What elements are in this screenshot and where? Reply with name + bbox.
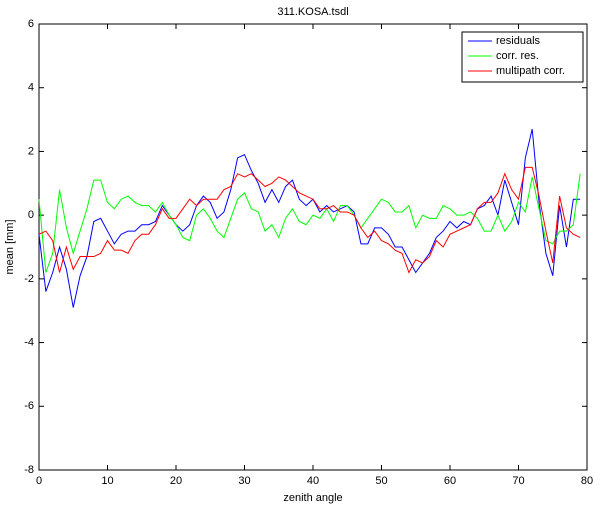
legend-label: corr. res.	[496, 50, 539, 62]
legend-label: multipath corr.	[496, 65, 565, 77]
x-tick-label: 70	[512, 475, 524, 487]
chart-title: 311.KOSA.tsdl	[277, 6, 348, 18]
series-line	[38, 166, 581, 274]
y-tick-label: 2	[28, 145, 34, 157]
y-tick-label: 4	[28, 82, 34, 94]
y-tick-label: -2	[24, 273, 34, 285]
x-tick-label: 10	[101, 475, 113, 487]
x-tick-label: 60	[444, 475, 456, 487]
legend-label: residuals	[496, 35, 541, 47]
legend-box	[461, 31, 584, 83]
x-axis-label: zenith angle	[283, 492, 342, 504]
y-axis-label: mean [mm]	[4, 219, 16, 274]
series-line	[38, 173, 581, 273]
y-tick-label: -4	[24, 336, 34, 348]
x-tick-label: 80	[581, 475, 593, 487]
series-line	[38, 129, 581, 308]
y-tick-label: -8	[24, 464, 34, 476]
y-tick-label: -6	[24, 400, 34, 412]
x-tick-label: 20	[170, 475, 182, 487]
y-tick-label: 6	[28, 18, 34, 30]
x-tick-label: 40	[307, 475, 319, 487]
y-tick-label: 0	[28, 209, 34, 221]
plot-area	[38, 23, 588, 471]
x-tick-label: 50	[375, 475, 387, 487]
x-tick-label: 0	[36, 475, 42, 487]
x-tick-label: 30	[238, 475, 250, 487]
